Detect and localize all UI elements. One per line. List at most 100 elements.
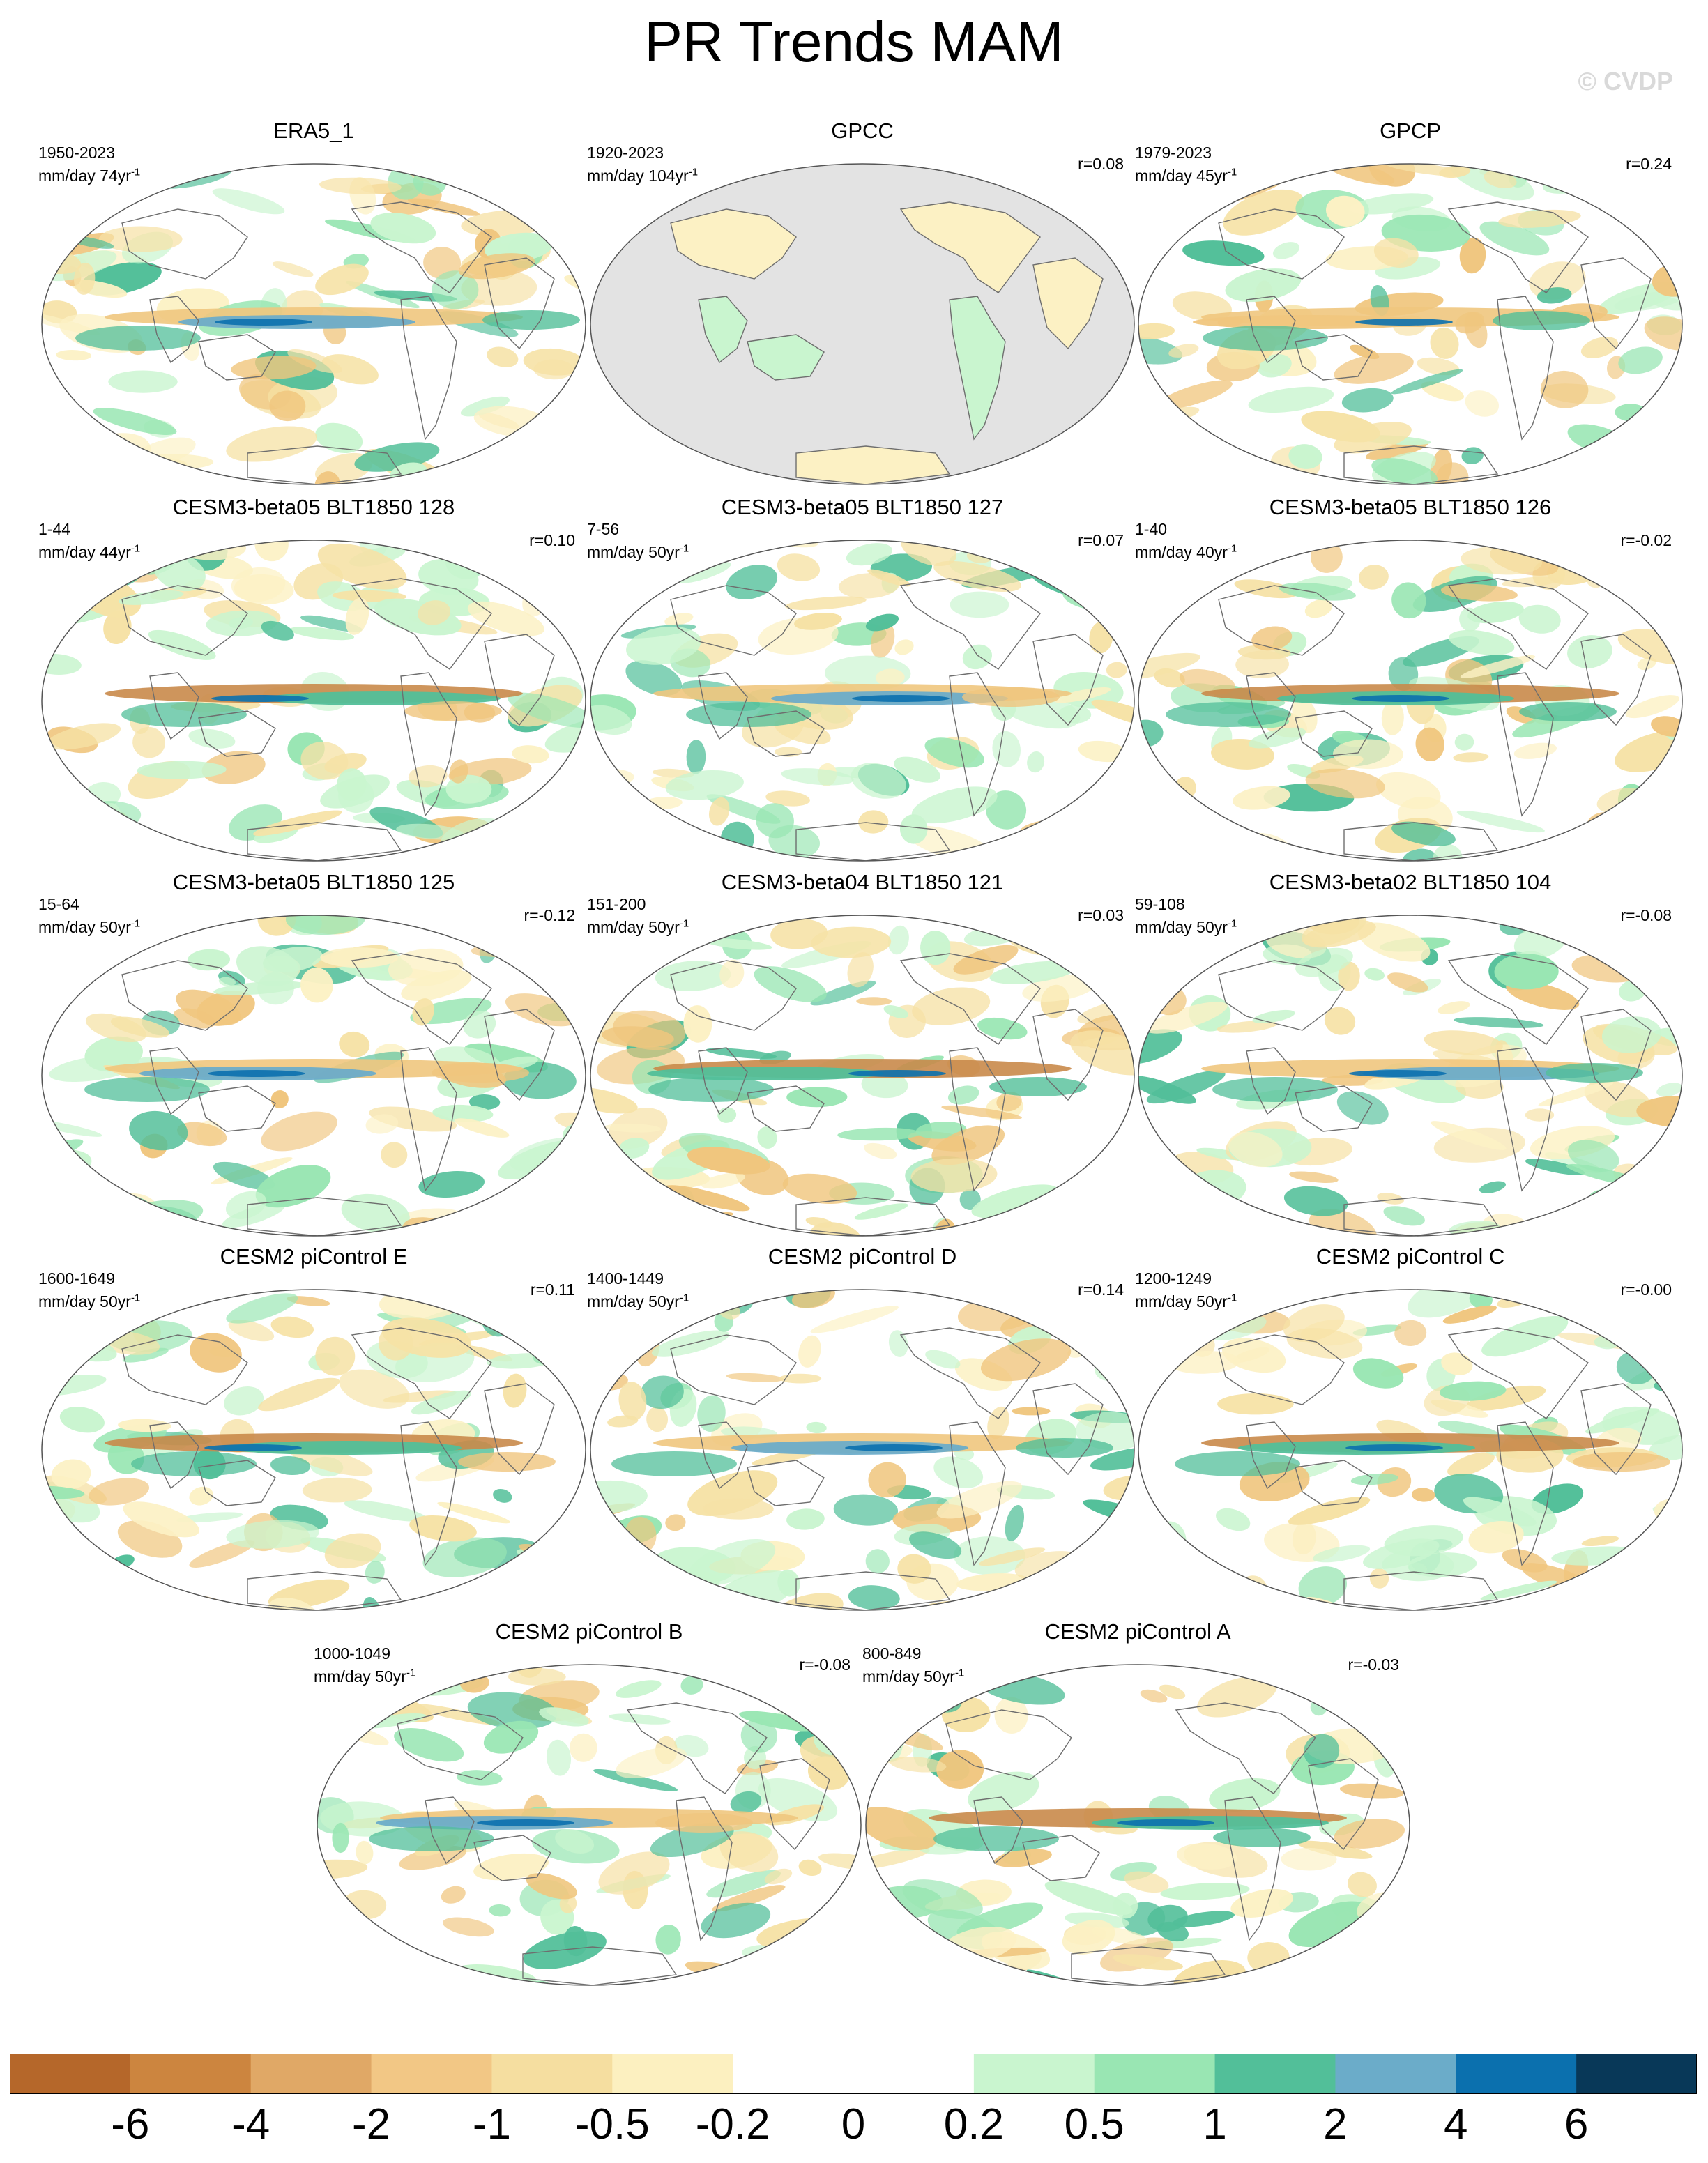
pattern-correlation: r=0.08 — [1078, 155, 1124, 173]
colorbar-swatch — [1214, 2054, 1336, 2094]
panel-title: CESM2 piControl C — [1316, 1244, 1505, 1269]
period-years: 1-40 — [1135, 520, 1168, 538]
global-map — [865, 1664, 1410, 1986]
pattern-correlation: r=-0.08 — [799, 1656, 851, 1674]
global-map — [41, 163, 586, 485]
period-years: 1950-2023 — [38, 144, 115, 162]
trend-units: mm/day 50yr-1 — [314, 1667, 416, 1686]
panel-title: CESM3-beta05 BLT1850 128 — [172, 495, 455, 519]
global-map — [1138, 915, 1683, 1237]
map-panel: GPCP 1979-2023 mm/day 45yr-1 r=0.24 — [1135, 119, 1686, 495]
panel-period: 1979-2023 mm/day 45yr-1 — [1135, 144, 1237, 185]
trend-units: mm/day 50yr-1 — [1135, 917, 1237, 936]
colorbar-swatch — [250, 2054, 372, 2094]
map-panel: CESM3-beta05 BLT1850 125 15-64 mm/day 50yr… — [38, 870, 589, 1246]
colorbar-swatch — [1456, 2054, 1577, 2094]
colorbar-tick-label: 2 — [1323, 2100, 1348, 2148]
pattern-correlation: r=0.24 — [1626, 155, 1672, 173]
colorbar-tick-label: -4 — [231, 2100, 270, 2148]
colorbar-tick-label: -0.2 — [695, 2100, 770, 2148]
global-map — [590, 915, 1135, 1237]
panel-title: CESM2 piControl B — [495, 1619, 683, 1644]
trend-units: mm/day 40yr-1 — [1135, 542, 1237, 561]
panel-period: 1950-2023 mm/day 74yr-1 — [38, 144, 140, 185]
panel-title: CESM3-beta05 BLT1850 126 — [1269, 495, 1552, 519]
period-years: 1920-2023 — [587, 144, 664, 162]
global-map — [590, 163, 1135, 485]
colorbar-tick-label: -0.5 — [574, 2100, 650, 2148]
global-map — [41, 540, 586, 862]
panel-title: CESM2 piControl A — [1044, 1619, 1231, 1644]
global-map — [41, 1289, 586, 1611]
colorbar-tick-label: 0.2 — [943, 2100, 1004, 2148]
pattern-correlation: r=-0.12 — [524, 906, 575, 924]
panel-period: 1-44 mm/day 44yr-1 — [38, 520, 140, 562]
colorbar-tick-label: -1 — [472, 2100, 511, 2148]
trend-units: mm/day 45yr-1 — [1135, 166, 1237, 185]
global-map — [1138, 1289, 1683, 1611]
panel-title: GPCC — [831, 119, 894, 143]
period-years: 151-200 — [587, 895, 646, 913]
period-years: 1600-1649 — [38, 1269, 115, 1287]
colorbar-tick-label: 0 — [841, 2100, 866, 2148]
map-panel: CESM3-beta05 BLT1850 126 1-40 mm/day 40yr-… — [1135, 495, 1686, 871]
period-years: 1000-1049 — [314, 1644, 390, 1663]
panel-period: 151-200 mm/day 50yr-1 — [587, 895, 689, 937]
panel-period: 1600-1649 mm/day 50yr-1 — [38, 1269, 140, 1311]
period-years: 1-44 — [38, 520, 71, 538]
pattern-correlation: r=0.10 — [529, 531, 575, 549]
colorbar-swatch — [130, 2054, 252, 2094]
trend-units: mm/day 50yr-1 — [587, 542, 689, 561]
pattern-correlation: r=-0.02 — [1620, 531, 1672, 549]
colorbar-tick-label: 0.5 — [1064, 2100, 1124, 2148]
map-panel: GPCC 1920-2023 mm/day 104yr-1 r=0.08 — [587, 119, 1138, 495]
map-panel: CESM3-beta05 BLT1850 127 7-56 mm/day 50yr-… — [587, 495, 1138, 871]
trend-units: mm/day 50yr-1 — [587, 1292, 689, 1310]
map-panel: CESM2 piControl D 1400-1449 mm/day 50yr-1 r… — [587, 1244, 1138, 1621]
global-map — [1138, 163, 1683, 485]
panel-title: CESM2 piControl E — [220, 1244, 408, 1269]
panel-period: 1400-1449 mm/day 50yr-1 — [587, 1269, 689, 1311]
pattern-correlation: r=0.07 — [1078, 531, 1124, 549]
period-years: 59-108 — [1135, 895, 1185, 913]
trend-units: mm/day 50yr-1 — [862, 1667, 965, 1686]
colorbar-swatch — [10, 2054, 131, 2094]
pattern-correlation: r=-0.00 — [1620, 1281, 1672, 1299]
trend-units: mm/day 74yr-1 — [38, 166, 141, 185]
map-panel: CESM2 piControl B 1000-1049 mm/day 50yr-1 r… — [314, 1619, 864, 1996]
panel-period: 15-64 mm/day 50yr-1 — [38, 895, 140, 937]
map-panel: CESM3-beta02 BLT1850 104 59-108 mm/day 50y… — [1135, 870, 1686, 1246]
trend-units: mm/day 44yr-1 — [38, 542, 141, 561]
colorbar-tick-label: 4 — [1444, 2100, 1468, 2148]
colorbar-swatch — [1094, 2054, 1216, 2094]
colorbar-tick-label: 6 — [1564, 2100, 1589, 2148]
pattern-correlation: r=0.11 — [530, 1281, 575, 1299]
panel-title: CESM3-beta02 BLT1850 104 — [1269, 870, 1552, 894]
figure-title: PR Trends MAM — [644, 10, 1064, 74]
panel-period: 1920-2023 mm/day 104yr-1 — [587, 144, 698, 185]
period-years: 7-56 — [587, 520, 620, 538]
period-years: 1979-2023 — [1135, 144, 1212, 162]
period-years: 1200-1249 — [1135, 1269, 1212, 1287]
trend-units: mm/day 104yr-1 — [587, 166, 699, 185]
trend-units: mm/day 50yr-1 — [587, 917, 689, 936]
map-panel: CESM3-beta04 BLT1850 121 151-200 mm/day 50… — [587, 870, 1138, 1246]
panel-period: 1200-1249 mm/day 50yr-1 — [1135, 1269, 1237, 1311]
colorbar-swatch — [733, 2054, 854, 2094]
period-years: 1400-1449 — [587, 1269, 664, 1287]
panel-title: CESM3-beta05 BLT1850 127 — [721, 495, 1004, 519]
global-map — [590, 540, 1135, 862]
colorbar-swatch — [371, 2054, 492, 2094]
map-panel: CESM2 piControl A 800-849 mm/day 50yr-1 r=-… — [862, 1619, 1413, 1996]
map-panel: CESM2 piControl E 1600-1649 mm/day 50yr-1 r… — [38, 1244, 589, 1621]
global-map — [317, 1664, 862, 1986]
panel-title: CESM3-beta05 BLT1850 125 — [172, 870, 455, 894]
colorbar-swatch — [1576, 2054, 1697, 2094]
panel-period: 7-56 mm/day 50yr-1 — [587, 520, 689, 562]
trend-units: mm/day 50yr-1 — [1135, 1292, 1237, 1310]
colorbar-swatch — [1335, 2054, 1456, 2094]
global-map — [41, 915, 586, 1237]
global-map — [1138, 540, 1683, 862]
trend-units: mm/day 50yr-1 — [38, 917, 141, 936]
watermark: © CVDP — [1578, 67, 1673, 95]
